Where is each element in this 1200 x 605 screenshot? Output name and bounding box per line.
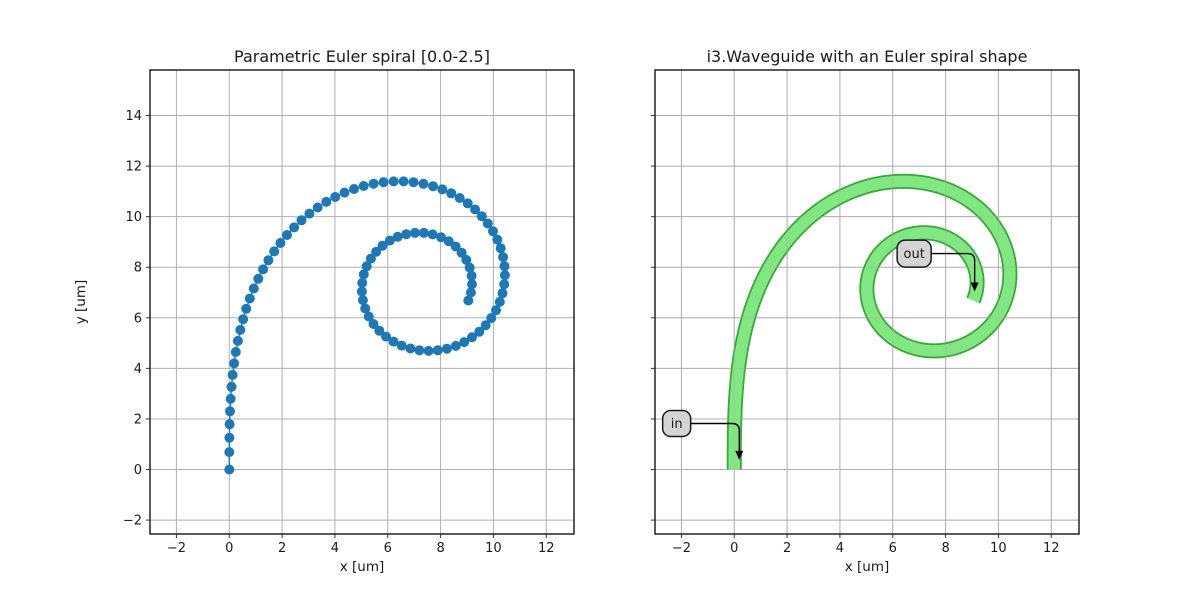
y-tick-label: 6 — [134, 311, 142, 326]
x-tick-label: 8 — [941, 541, 949, 556]
x-tick-label: 12 — [538, 541, 555, 556]
right-xaxis-label: x [um] — [845, 559, 890, 575]
annotation-arrowhead — [970, 282, 979, 292]
y-tick-label: 10 — [125, 210, 142, 225]
x-tick-label: 8 — [436, 541, 444, 556]
y-tick-label: −2 — [123, 514, 142, 529]
waveguide-shape — [726, 173, 1018, 476]
y-tick-label: 14 — [125, 109, 142, 124]
tick-marks: −2 0 2 4 6 8 10 12 — [651, 115, 1060, 556]
y-tick-label: 4 — [134, 362, 142, 377]
left-axes: −2 0 2 4 6 8 10 12 −2 0 2 4 6 8 10 12 14 — [123, 69, 575, 556]
x-tick-label: −2 — [672, 541, 691, 556]
x-tick-label: 4 — [331, 541, 339, 556]
x-tick-label: 12 — [1043, 541, 1060, 556]
x-tick-label: 4 — [836, 541, 844, 556]
x-tick-label: 2 — [278, 541, 286, 556]
grid-lines — [150, 70, 574, 534]
spiral-scatter-series — [224, 176, 510, 475]
left-xaxis-label: x [um] — [340, 559, 385, 575]
x-tick-label: 6 — [384, 541, 392, 556]
x-tick-label: 10 — [485, 541, 502, 556]
axes-spines — [654, 69, 1080, 535]
tick-marks: −2 0 2 4 6 8 10 12 −2 0 2 4 6 8 10 12 14 — [123, 109, 555, 556]
out-port-box — [896, 239, 932, 268]
port-annotation-out: out — [896, 239, 979, 292]
y-tick-label: 0 — [134, 463, 142, 478]
x-tick-label: 2 — [783, 541, 791, 556]
right-axes: −2 0 2 4 6 8 10 12 in out — [651, 69, 1080, 556]
x-tick-label: 6 — [889, 541, 897, 556]
right-chart-title: i3.Waveguide with an Euler spiral shape — [707, 47, 1028, 66]
y-tick-label: 2 — [134, 412, 142, 427]
x-tick-label: −2 — [167, 541, 186, 556]
port-annotation-in: in — [661, 409, 744, 460]
y-tick-label: 8 — [134, 261, 142, 276]
annotation-leader-line — [931, 252, 976, 285]
annotation-leader-line — [690, 422, 740, 453]
in-port-box — [661, 409, 692, 438]
annotation-arrowhead — [735, 450, 744, 460]
left-yaxis-label: y [um] — [73, 280, 89, 325]
y-tick-label: 12 — [125, 160, 142, 175]
grid-overlay — [655, 70, 1079, 534]
left-chart-title: Parametric Euler spiral [0.0-2.5] — [234, 47, 490, 66]
axes-spines — [149, 69, 575, 535]
x-tick-label: 10 — [990, 541, 1007, 556]
x-tick-label: 0 — [730, 541, 738, 556]
in-port-text: in — [671, 417, 683, 432]
x-tick-label: 0 — [225, 541, 233, 556]
out-port-text: out — [904, 247, 925, 262]
